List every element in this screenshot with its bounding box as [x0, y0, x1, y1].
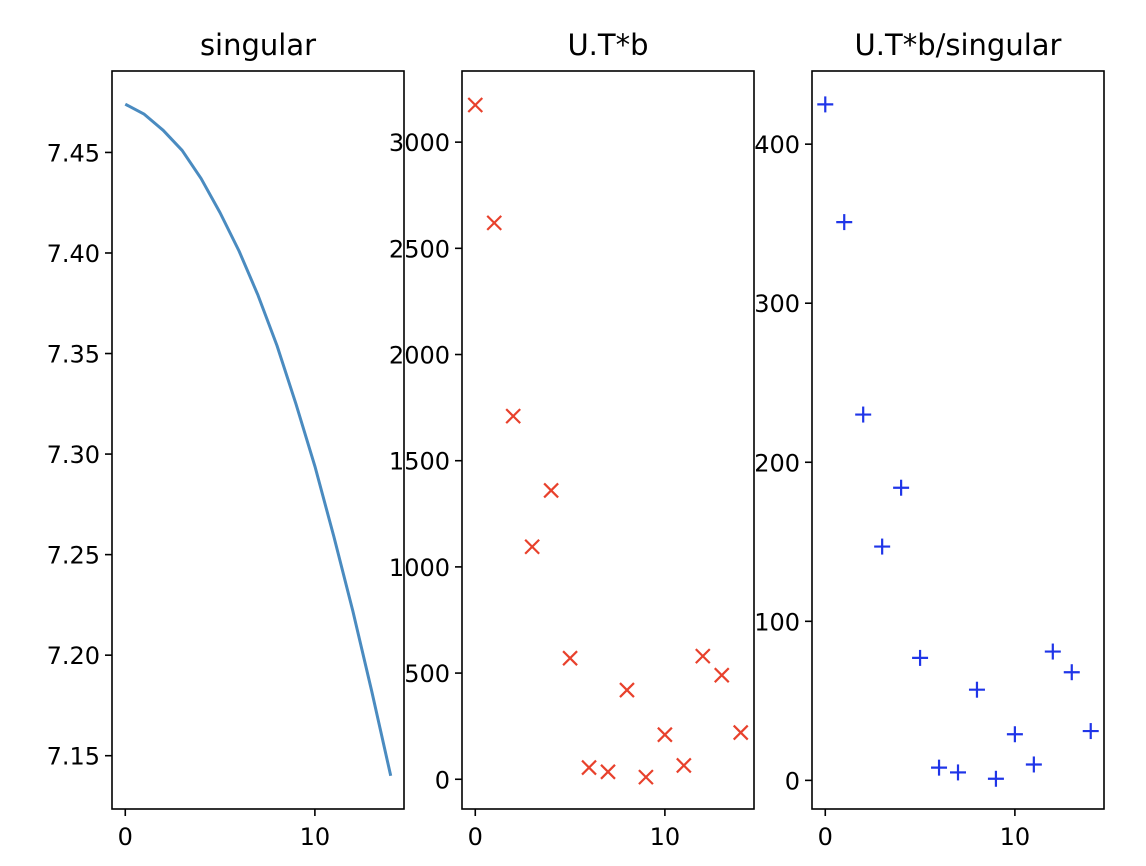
singular-ytick-label: 7.40: [47, 240, 100, 268]
utb-data-point-4: [543, 482, 559, 499]
utb-over-singular-ytick-label: 100: [754, 608, 800, 636]
utb-over-singular-data-point-9: [987, 770, 1004, 787]
utb-over-singular-data-point-8: [968, 681, 985, 698]
utb-ytick-label: 1500: [389, 448, 450, 476]
utb-ytick-label: 1000: [389, 554, 450, 582]
singular-ytick-label: 7.35: [47, 341, 100, 369]
utb-ytick-label: 0: [435, 766, 450, 794]
utb-over-singular-data-point-0: [817, 96, 834, 113]
utb-data-point-1: [486, 215, 503, 231]
utb-data-point-3: [524, 538, 540, 555]
singular-ytick-label: 7.20: [47, 642, 100, 670]
utb-data-point-8: [619, 682, 635, 698]
utb-over-singular-plot-area: [817, 96, 1099, 787]
utb-over-singular-data-point-13: [1063, 664, 1080, 681]
utb-data-point-11: [676, 757, 692, 774]
utb-data-point-10: [657, 726, 673, 743]
utb-data-point-9: [638, 769, 654, 785]
subplot-title-utb: U.T*b: [567, 28, 648, 62]
utb-over-singular-xtick-label: 10: [1000, 823, 1031, 851]
utb-over-singular-data-point-12: [1044, 643, 1061, 660]
singular-ytick-label: 7.30: [47, 441, 100, 469]
utb-over-singular-axes-frame: [811, 70, 1105, 810]
subplot-title-singular: singular: [200, 28, 316, 62]
utb-over-singular-data-point-2: [855, 406, 872, 423]
utb-over-singular-data-point-6: [931, 759, 948, 776]
singular-plot-area: [124, 102, 393, 777]
utb-data-point-6: [581, 759, 597, 776]
utb-data-point-7: [600, 764, 616, 780]
singular-ytick-label: 7.45: [47, 139, 100, 167]
utb-data-point-14: [732, 724, 749, 741]
utb-over-singular-data-point-1: [836, 214, 853, 231]
utb-xtick-label: 0: [468, 823, 483, 851]
utb-over-singular-data-point-5: [912, 649, 929, 666]
utb-over-singular-ytick-label: 300: [754, 290, 800, 318]
utb-axes-frame: [461, 70, 755, 810]
utb-data-point-0: [467, 97, 484, 113]
singular-subplot: singular 0 10 7.15 7.20 7.25 7.30 7.35 7.40 7.45: [47, 28, 405, 851]
singular-series-line: [124, 102, 393, 777]
utb-ytick-label: 2500: [389, 235, 450, 263]
utb-over-singular-data-point-3: [874, 538, 891, 555]
subplot-title-utb-over-singular: U.T*b/singular: [855, 28, 1062, 62]
utb-over-singular-ytick-label: 400: [754, 131, 800, 159]
utb-over-singular-data-point-14: [1082, 723, 1099, 740]
singular-ytick-label: 7.25: [47, 542, 100, 570]
utb-data-point-2: [505, 408, 521, 424]
utb-subplot: U.T*b 0 10 0 500 1000 1500 2000 2500 3000: [389, 28, 755, 851]
utb-over-singular-ytick-label: 200: [754, 449, 800, 477]
utb-ytick-label: 2000: [389, 342, 450, 370]
utb-plot-area: [467, 97, 749, 785]
utb-over-singular-data-point-7: [950, 764, 966, 781]
singular-axes-frame: [111, 70, 405, 810]
utb-over-singular-data-point-10: [1006, 726, 1023, 743]
utb-over-singular-data-point-11: [1025, 756, 1042, 773]
singular-xtick-label: 0: [118, 823, 133, 851]
utb-ytick-label: 500: [404, 660, 450, 688]
utb-over-singular-xtick-label: 0: [818, 823, 833, 851]
utb-data-point-13: [713, 667, 730, 683]
singular-ytick-label: 7.15: [47, 743, 100, 771]
utb-data-point-5: [562, 650, 578, 666]
utb-ytick-label: 3000: [389, 129, 450, 157]
singular-xtick-label: 10: [300, 823, 331, 851]
utb-xtick-label: 10: [650, 823, 681, 851]
utb-data-point-12: [695, 648, 711, 664]
utb-over-singular-ytick-label: 0: [785, 767, 800, 795]
utb-over-singular-data-point-4: [893, 479, 910, 496]
